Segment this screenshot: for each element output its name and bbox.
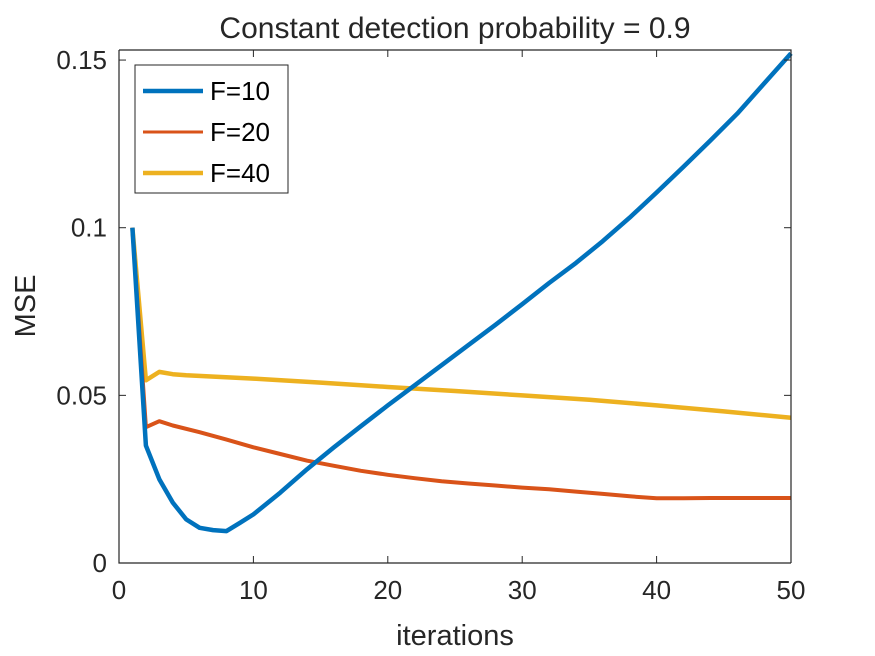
legend: F=10 F=20 F=40 <box>134 64 289 194</box>
y-ticks: 0 0.05 0.1 0.15 <box>56 45 791 578</box>
y-tick-label: 0.1 <box>71 213 107 243</box>
legend-label-f10: F=10 <box>210 76 270 106</box>
x-tick-label: 20 <box>373 575 402 605</box>
legend-label-f40: F=40 <box>210 158 270 188</box>
y-axis-label: MSE <box>10 275 42 338</box>
x-tick-label: 40 <box>642 575 671 605</box>
series-line-f20 <box>130 227 791 501</box>
series-line-f10 <box>130 51 793 534</box>
x-ticks: 0 10 20 30 40 50 <box>112 50 806 605</box>
x-tick-label: 10 <box>239 575 268 605</box>
x-tick-label: 30 <box>508 575 537 605</box>
legend-label-f20: F=20 <box>210 117 270 147</box>
y-tick-label: 0 <box>93 548 107 578</box>
x-axis-label: iterations <box>396 620 514 652</box>
y-tick-label: 0.05 <box>56 380 107 410</box>
series-layer <box>130 51 793 534</box>
chart-title: Constant detection probability = 0.9 <box>219 12 690 45</box>
x-tick-label: 50 <box>777 575 806 605</box>
y-tick-label: 0.15 <box>56 45 107 75</box>
x-tick-label: 0 <box>112 575 126 605</box>
series-line-f40 <box>130 227 792 421</box>
